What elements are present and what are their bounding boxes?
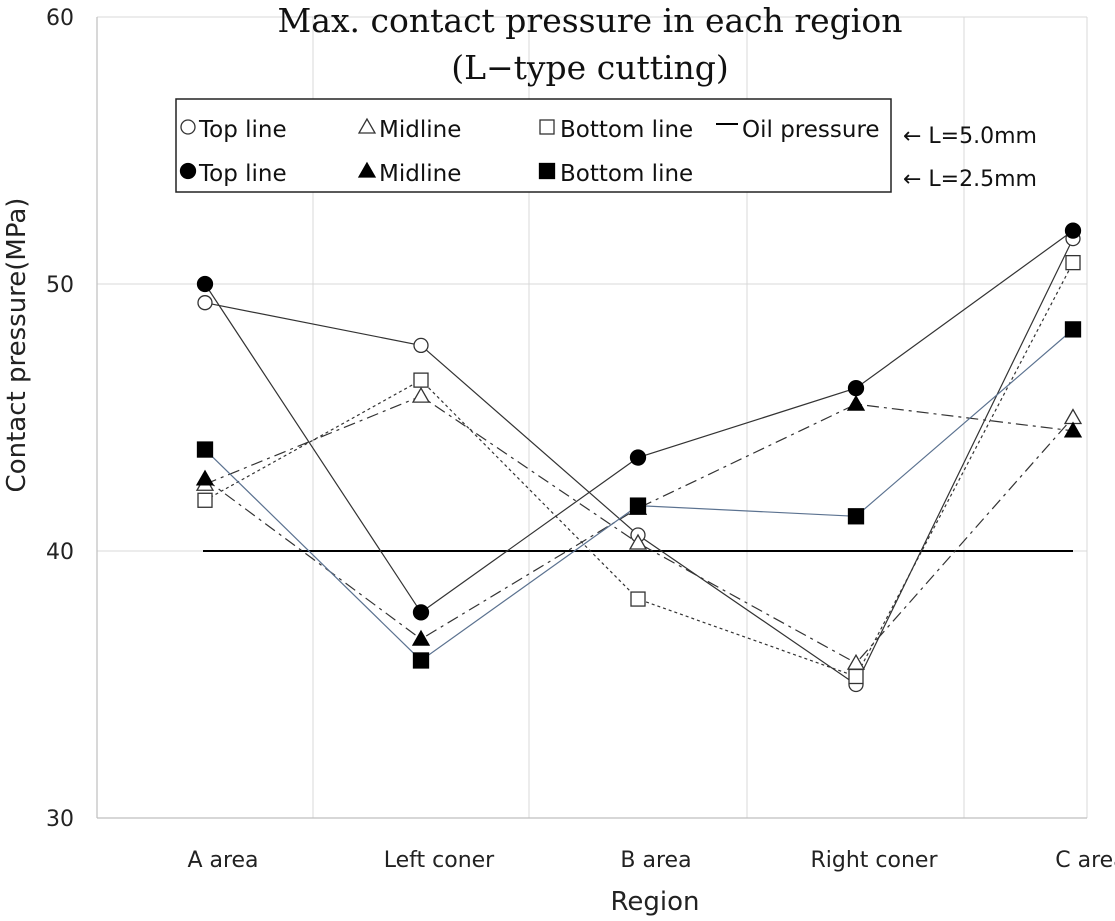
legend-marker xyxy=(179,162,197,180)
series-line xyxy=(204,395,1074,664)
data-point xyxy=(846,394,866,411)
series-line xyxy=(204,230,1074,614)
legend-annotation-l5: ← L=5.0mm xyxy=(903,124,1037,149)
data-point xyxy=(197,295,213,311)
chart-subtitle: (L−type cutting) xyxy=(451,48,729,87)
legend-marker xyxy=(357,161,377,178)
legend-marker xyxy=(180,119,196,135)
data-point xyxy=(1064,321,1082,338)
y-tick-label: 40 xyxy=(46,540,74,565)
series-markers xyxy=(196,222,1082,621)
series-layer xyxy=(195,222,1083,693)
y-axis-title: Contact pressure(MPa) xyxy=(2,198,32,493)
x-tick-label: Left coner xyxy=(384,848,495,873)
legend-label: Top line xyxy=(198,117,287,143)
data-point xyxy=(196,441,214,458)
legend-annotation-l25: ← L=2.5mm xyxy=(903,167,1037,192)
chart-title: Max. contact pressure in each region xyxy=(277,1,902,40)
y-tick-label: 30 xyxy=(46,807,74,832)
data-point xyxy=(1065,254,1081,271)
data-point xyxy=(848,668,864,685)
legend-marker xyxy=(357,117,377,134)
series-markers xyxy=(197,254,1081,685)
data-point xyxy=(413,372,429,388)
data-point xyxy=(411,386,431,403)
legend-label: Midline xyxy=(379,161,461,187)
legend-label: Bottom line xyxy=(560,117,693,143)
data-point xyxy=(629,449,647,466)
legend-marker xyxy=(539,119,555,135)
axes: 30 40 50 60 A area Left coner B area Right cone… xyxy=(46,6,1115,873)
series-L25mm-midline xyxy=(204,403,1074,640)
legend: Top line Midline Bottom line Top line Midlin… xyxy=(175,98,892,193)
data-point xyxy=(412,604,430,621)
x-tick-label: Right coner xyxy=(810,848,938,873)
series-line xyxy=(204,262,1074,678)
data-point xyxy=(195,469,215,486)
legend-marker xyxy=(538,162,556,180)
data-point xyxy=(413,337,429,354)
series-line xyxy=(204,328,1074,662)
data-point xyxy=(197,492,213,508)
data-point xyxy=(1063,408,1083,425)
data-point xyxy=(196,275,214,293)
data-point xyxy=(629,497,647,514)
legend-label: Midline xyxy=(379,117,461,143)
legend-label: Top line xyxy=(198,161,287,187)
series-line xyxy=(204,403,1074,640)
data-point xyxy=(630,591,646,607)
y-tick-label: 60 xyxy=(46,6,74,31)
legend-box xyxy=(175,98,892,193)
data-point xyxy=(412,652,430,669)
x-tick-label: A area xyxy=(187,848,258,873)
data-point xyxy=(628,533,648,550)
series-L50mm-midline xyxy=(204,395,1074,664)
legend-label: Oil pressure xyxy=(742,117,880,143)
data-point xyxy=(847,379,865,397)
x-tick-label: B area xyxy=(620,848,691,873)
legend-label: Bottom line xyxy=(560,161,693,187)
series-L50mm-bottom-line xyxy=(204,262,1074,678)
x-axis-title: Region xyxy=(610,887,699,917)
series-markers xyxy=(196,321,1082,669)
x-tick-label: C area xyxy=(1055,848,1115,873)
data-point xyxy=(1064,222,1082,239)
series-L25mm-bottom-line xyxy=(204,328,1074,662)
data-point xyxy=(847,508,865,525)
y-tick-label: 50 xyxy=(46,273,74,298)
data-point xyxy=(411,629,431,646)
series-L25mm-top-line xyxy=(204,230,1074,614)
data-point xyxy=(1063,421,1083,438)
